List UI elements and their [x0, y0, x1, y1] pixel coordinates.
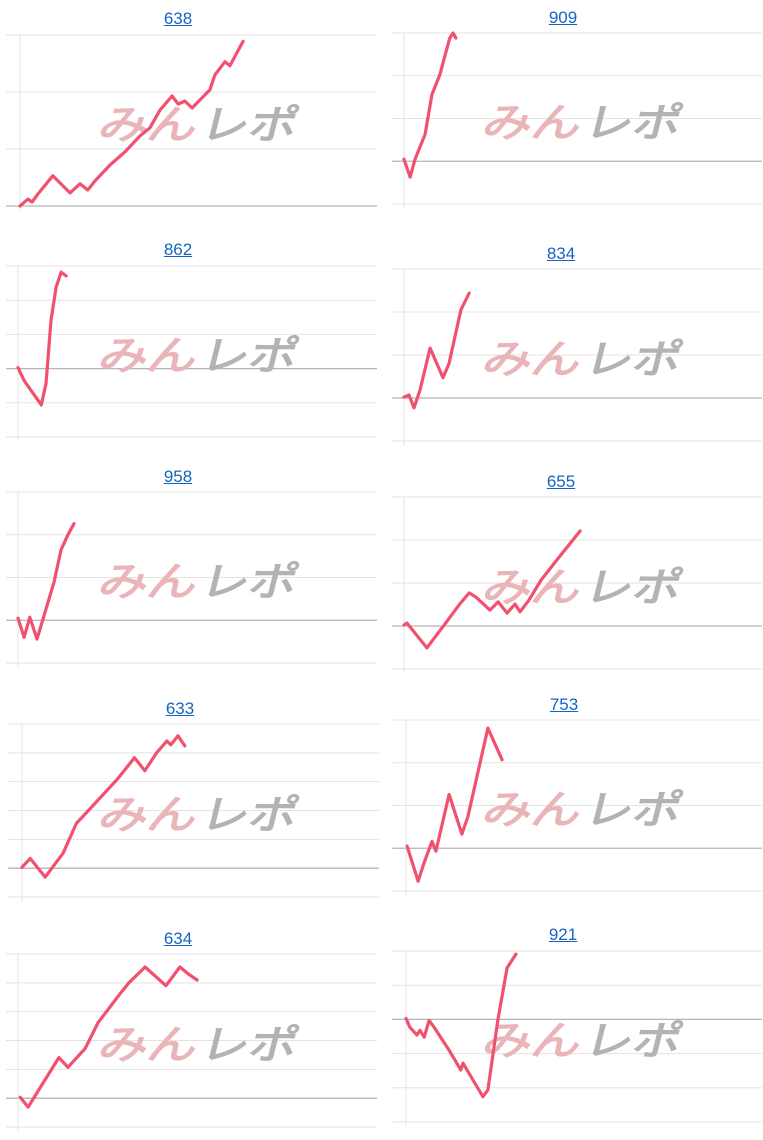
watermark-gray-text: レポ	[196, 332, 304, 379]
chart-title-link[interactable]: 638	[163, 9, 193, 28]
watermark-pink-text: みん	[94, 791, 204, 838]
series-line	[402, 529, 582, 650]
chart-8: みん レポ	[392, 719, 762, 895]
watermark-gray-text: レポ	[196, 1021, 304, 1068]
watermark-logo: みん レポ	[478, 336, 688, 383]
watermark-pink-text: みん	[94, 1021, 204, 1068]
chart-title-link[interactable]: 921	[548, 925, 578, 944]
watermark-logo: みん レポ	[478, 786, 688, 833]
watermark-logo: みん レポ	[94, 101, 304, 148]
series-line	[404, 952, 518, 1099]
watermark-gray-text: レポ	[580, 336, 688, 383]
series-line	[16, 522, 76, 641]
watermark-logo: みん レポ	[94, 558, 304, 605]
chart-6: みん レポ	[392, 496, 762, 673]
watermark-logo: みん レポ	[94, 1021, 304, 1068]
series-line	[18, 965, 199, 1109]
watermark-gray-text: レポ	[580, 564, 688, 611]
watermark-pink-text: みん	[94, 101, 204, 148]
chart-9: みん レポ	[6, 953, 377, 1131]
watermark-logo: みん レポ	[94, 791, 304, 838]
chart-title-link[interactable]: 633	[165, 699, 195, 718]
series-line	[18, 39, 245, 208]
watermark-logo: みん レポ	[94, 332, 304, 379]
chart-2: みん レポ	[392, 31, 762, 208]
chart-title-link[interactable]: 655	[546, 472, 576, 491]
chart-10: みん レポ	[392, 950, 762, 1126]
watermark-gray-text: レポ	[580, 1017, 688, 1064]
chart-5: みん レポ	[6, 491, 377, 667]
chart-title-link[interactable]: 634	[163, 929, 193, 948]
watermark-gray-text: レポ	[580, 786, 688, 833]
watermark-pink-text: みん	[94, 558, 204, 605]
watermark-pink-text: みん	[478, 336, 588, 383]
chart-4: みん レポ	[392, 268, 762, 445]
watermark-gray-text: レポ	[196, 791, 304, 838]
chart-7: みん レポ	[8, 723, 379, 901]
chart-title-link[interactable]: 909	[548, 8, 578, 27]
watermark-pink-text: みん	[478, 99, 588, 146]
series-line	[405, 726, 504, 883]
chart-3: みん レポ	[6, 265, 377, 441]
watermark-pink-text: みん	[478, 786, 588, 833]
chart-title-link[interactable]: 958	[163, 467, 193, 486]
series-line	[16, 270, 68, 407]
watermark-gray-text: レポ	[196, 101, 304, 148]
series-line	[402, 31, 458, 179]
watermark-logo: みん レポ	[478, 1017, 688, 1064]
chart-1: みん レポ	[6, 34, 377, 210]
chart-title-link[interactable]: 862	[163, 240, 193, 259]
watermark-gray-text: レポ	[196, 558, 304, 605]
watermark-gray-text: レポ	[580, 99, 688, 146]
series-line	[402, 291, 471, 410]
chart-title-link[interactable]: 753	[549, 695, 579, 714]
watermark-logo: みん レポ	[478, 99, 688, 146]
watermark-pink-text: みん	[94, 332, 204, 379]
chart-title-link[interactable]: 834	[546, 244, 576, 263]
series-line	[20, 734, 187, 879]
watermark-logo: みん レポ	[478, 564, 688, 611]
